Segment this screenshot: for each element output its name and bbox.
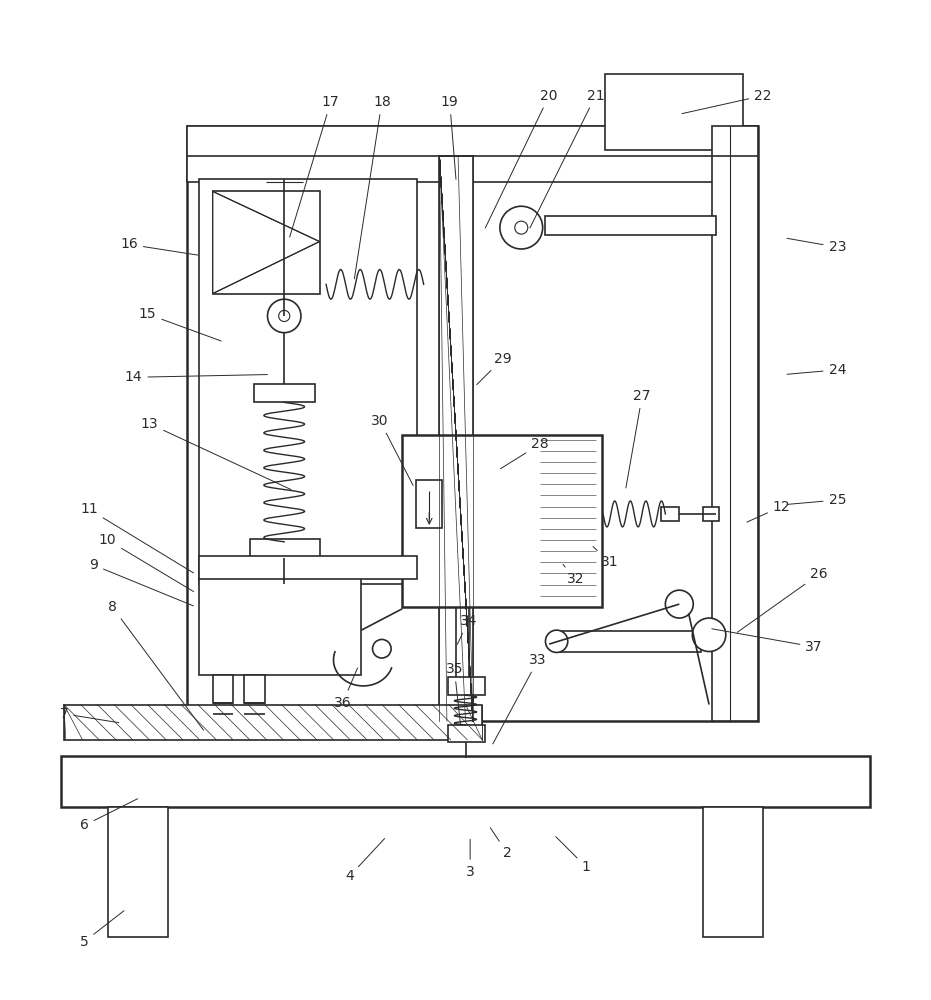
Circle shape <box>267 299 301 333</box>
Bar <box>212 675 233 703</box>
Bar <box>244 675 264 703</box>
Bar <box>557 631 701 652</box>
Bar <box>439 156 473 721</box>
Circle shape <box>372 639 391 658</box>
Bar <box>198 556 417 579</box>
Polygon shape <box>212 191 319 294</box>
Text: 16: 16 <box>120 237 197 255</box>
Text: 14: 14 <box>125 370 267 384</box>
Bar <box>254 384 315 402</box>
Text: 22: 22 <box>682 89 772 114</box>
Bar <box>108 807 168 937</box>
Text: 6: 6 <box>80 799 138 832</box>
Bar <box>661 507 680 521</box>
Circle shape <box>515 221 528 234</box>
Text: 13: 13 <box>141 417 291 490</box>
Bar <box>186 126 759 721</box>
Text: 8: 8 <box>108 600 204 730</box>
Text: 33: 33 <box>492 653 546 744</box>
Bar <box>250 539 319 558</box>
Text: 18: 18 <box>355 95 391 279</box>
Text: 31: 31 <box>593 547 618 569</box>
Text: 34: 34 <box>457 614 477 644</box>
Text: 19: 19 <box>440 95 459 179</box>
Text: 11: 11 <box>80 502 194 573</box>
Text: 24: 24 <box>787 363 846 377</box>
Text: 36: 36 <box>334 668 358 710</box>
Text: 37: 37 <box>712 629 823 654</box>
Bar <box>703 507 720 521</box>
Text: 35: 35 <box>446 662 463 725</box>
Text: 29: 29 <box>477 352 511 385</box>
Text: 2: 2 <box>491 828 512 860</box>
Text: 21: 21 <box>530 89 604 228</box>
Bar <box>61 756 870 807</box>
Bar <box>416 480 442 528</box>
Bar <box>605 74 743 150</box>
Bar <box>64 705 482 740</box>
Circle shape <box>546 630 568 652</box>
Bar <box>402 435 602 607</box>
Text: 32: 32 <box>563 564 584 586</box>
Bar <box>448 725 485 742</box>
Bar <box>712 126 759 721</box>
Bar <box>545 216 717 235</box>
Text: 15: 15 <box>139 307 222 341</box>
Text: 25: 25 <box>787 493 846 507</box>
Circle shape <box>693 618 726 652</box>
Bar <box>198 179 417 584</box>
Text: 30: 30 <box>371 414 413 485</box>
Text: 12: 12 <box>747 500 790 522</box>
Text: 17: 17 <box>290 95 340 237</box>
Circle shape <box>278 310 290 322</box>
Text: 3: 3 <box>466 839 475 879</box>
Bar <box>448 677 485 695</box>
Bar <box>703 807 763 937</box>
Text: 10: 10 <box>99 533 194 592</box>
Circle shape <box>666 590 694 618</box>
Text: 9: 9 <box>89 558 194 606</box>
Circle shape <box>500 206 543 249</box>
Bar <box>198 573 361 675</box>
Text: 26: 26 <box>737 567 828 632</box>
Text: 1: 1 <box>556 837 591 874</box>
Text: 4: 4 <box>344 839 385 883</box>
Text: 20: 20 <box>485 89 558 228</box>
Bar <box>186 126 759 182</box>
Text: 23: 23 <box>787 238 846 254</box>
Bar <box>212 191 319 294</box>
Text: 5: 5 <box>80 911 124 949</box>
Text: 28: 28 <box>500 437 548 469</box>
Text: 27: 27 <box>626 389 651 488</box>
Text: 7: 7 <box>60 707 119 723</box>
